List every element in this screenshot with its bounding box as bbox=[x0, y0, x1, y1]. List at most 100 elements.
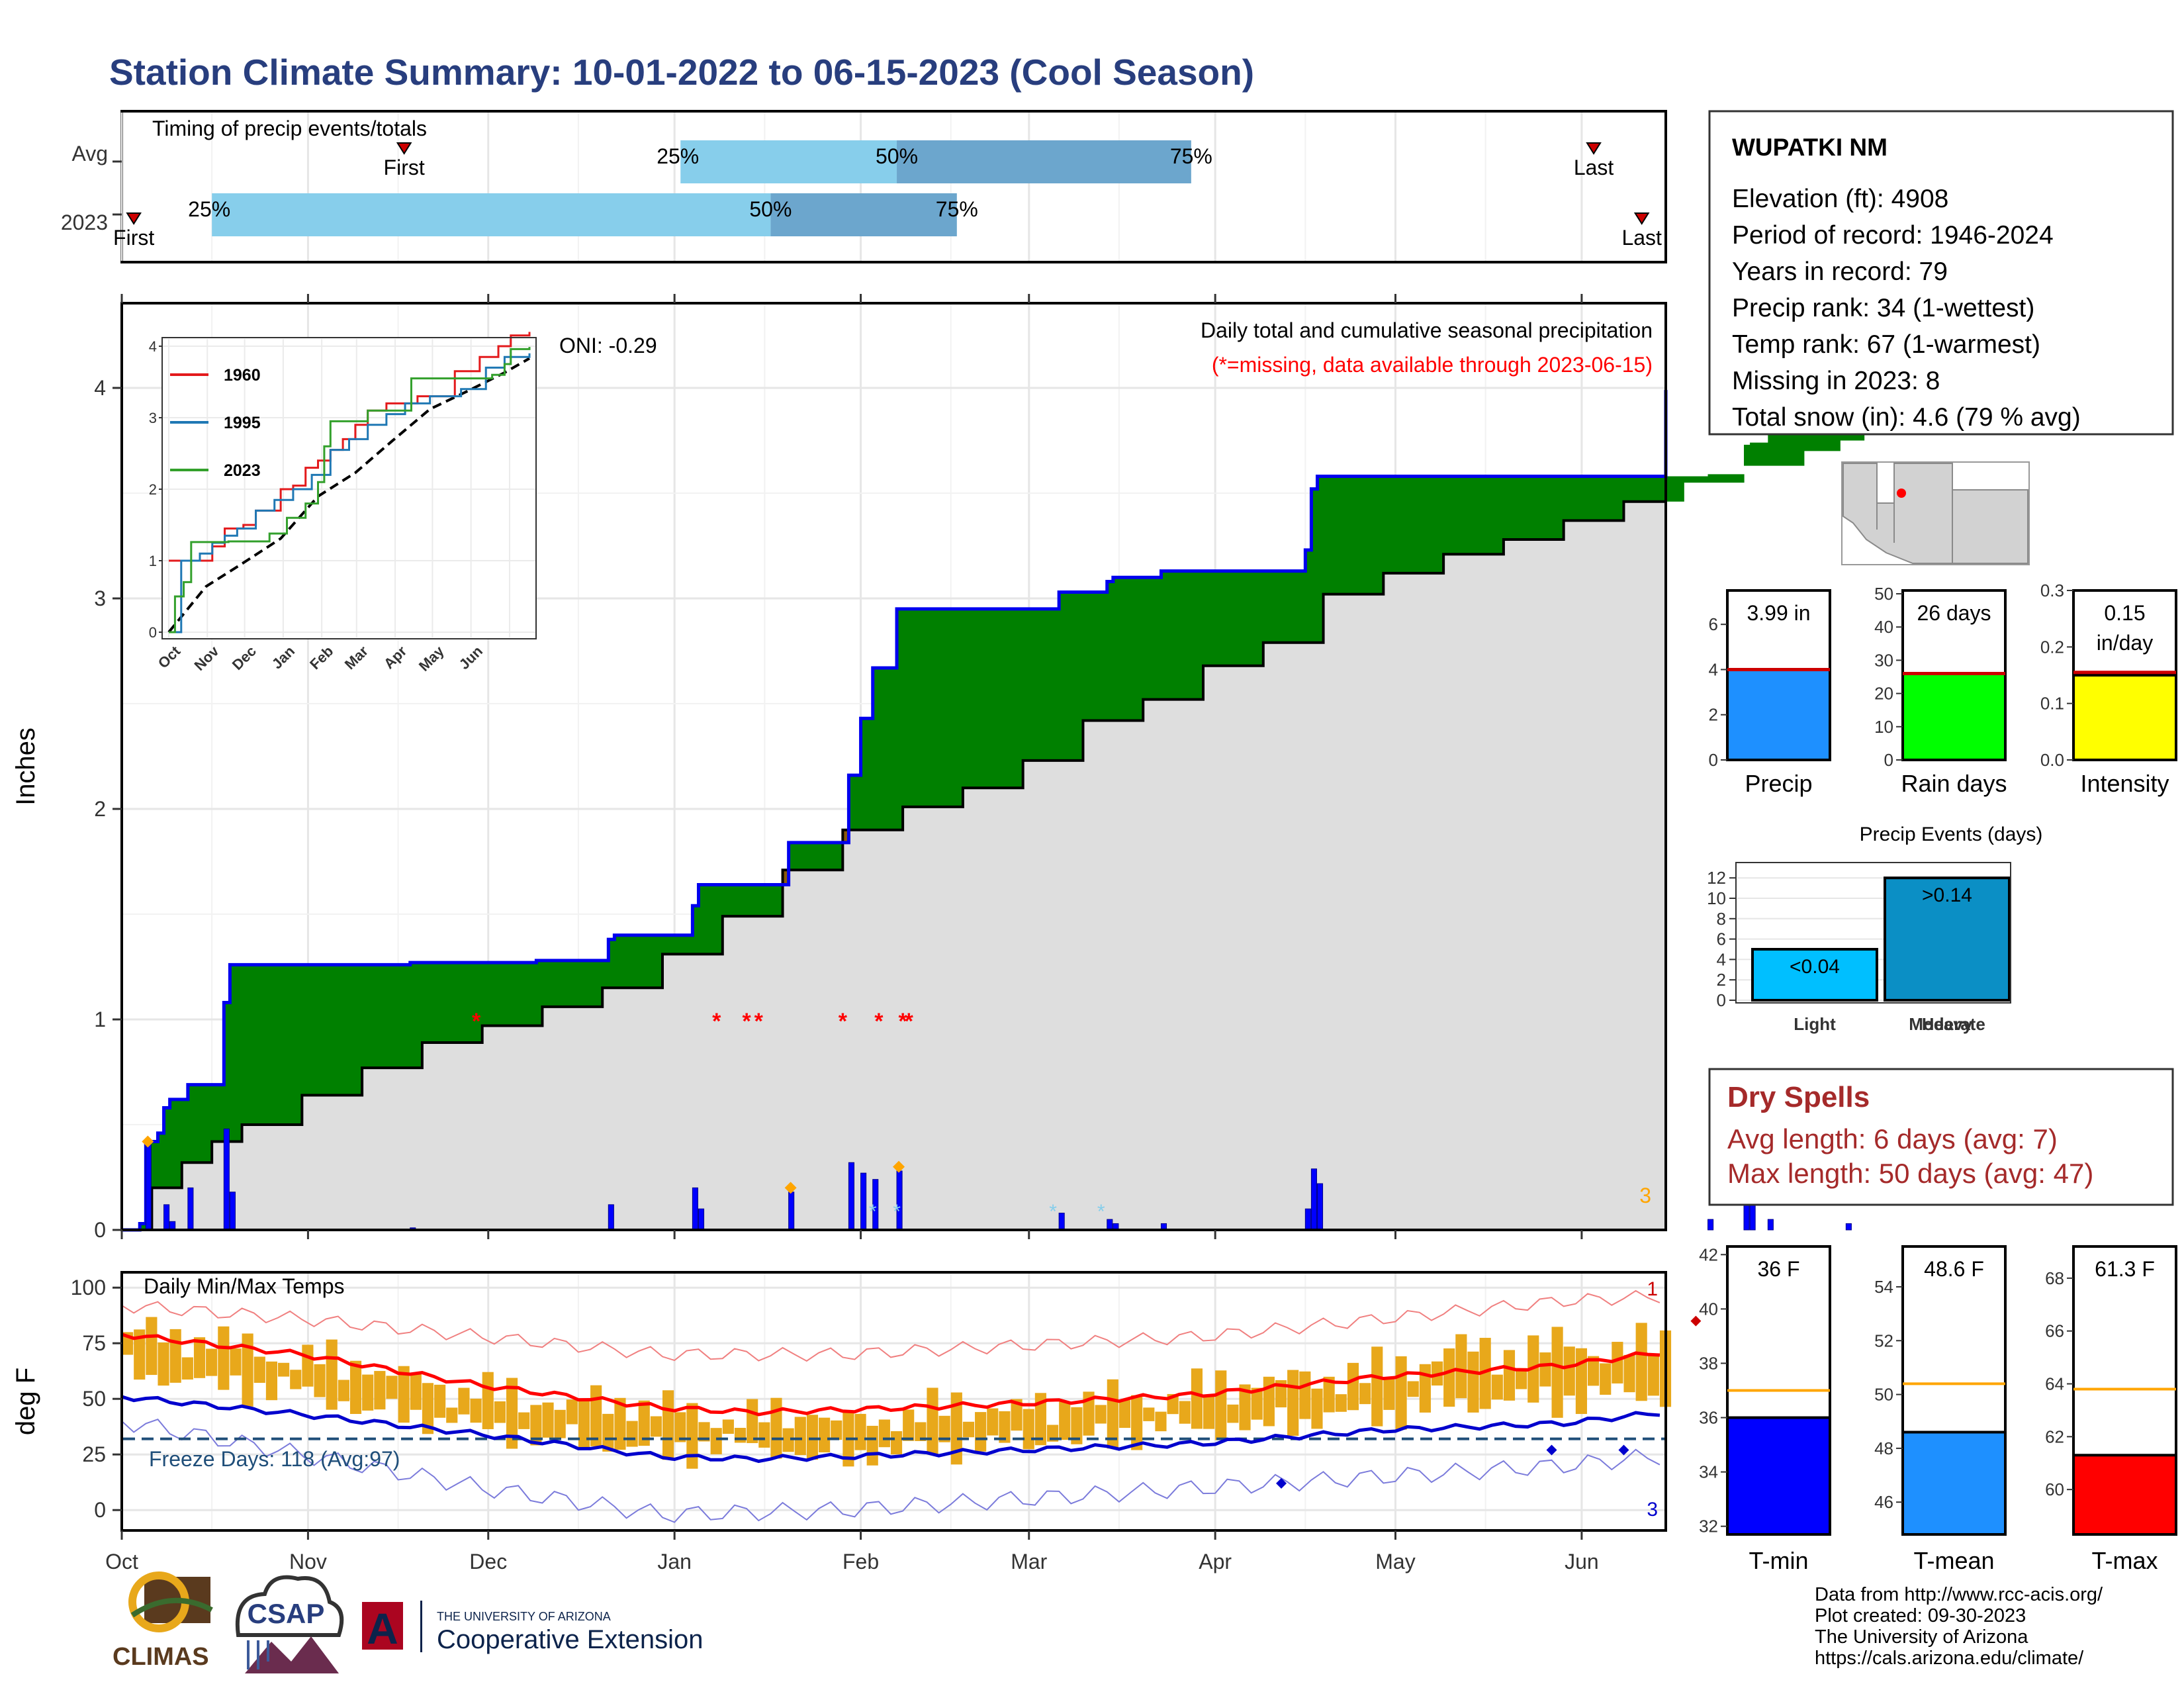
dry-spells-box: Dry Spells Avg length: 6 days (avg: 7) M… bbox=[1708, 1068, 2174, 1206]
temp-label: Daily Min/Max Temps bbox=[144, 1274, 344, 1298]
daily-temp-bar bbox=[290, 1370, 302, 1389]
timing-marker bbox=[1586, 142, 1602, 155]
daily-temp-bar bbox=[338, 1380, 349, 1401]
daily-precip-bar bbox=[1107, 1219, 1113, 1231]
inset-normal-line bbox=[167, 357, 530, 633]
page-title: Station Climate Summary: 10-01-2022 to 0… bbox=[109, 52, 1254, 93]
y-tick-label: 50 bbox=[82, 1387, 106, 1411]
snow-day-marker: * bbox=[893, 1201, 901, 1223]
daily-temp-bar bbox=[1539, 1352, 1551, 1387]
daily-temp-bar bbox=[1407, 1381, 1419, 1397]
daily-temp-bar bbox=[987, 1408, 999, 1436]
gauge-label: Rain days bbox=[1901, 770, 2007, 797]
daily-temp-bar bbox=[938, 1415, 950, 1442]
timing-marker bbox=[1633, 212, 1650, 225]
daily-temp-bar bbox=[1623, 1354, 1635, 1393]
dry-spells-max: Max length: 50 days (avg: 47) bbox=[1727, 1158, 2093, 1189]
daily-temp-bar bbox=[326, 1339, 338, 1410]
missing-day-marker: * bbox=[839, 1009, 848, 1034]
gauge-y-tick-label: 50 bbox=[1874, 1385, 1893, 1405]
dry-spells-title: Dry Spells bbox=[1727, 1081, 1870, 1113]
daily-temp-bar bbox=[1359, 1383, 1371, 1405]
x-tick-label: Oct bbox=[105, 1550, 138, 1573]
timing-row-avg-label: Avg bbox=[71, 142, 108, 165]
daily-temp-bar bbox=[494, 1401, 506, 1423]
y-tick-label: 25 bbox=[82, 1442, 106, 1466]
avg-max-temp-line bbox=[121, 1333, 1661, 1417]
timing-q25-q50-bar bbox=[212, 193, 771, 236]
gauge-y-tick-label: 0.2 bbox=[2040, 637, 2064, 657]
daily-precip-bar bbox=[1058, 1213, 1065, 1231]
daily-temp-bar bbox=[1575, 1348, 1587, 1415]
gauge-label: T-max bbox=[2091, 1547, 2158, 1574]
daily-precip-bar bbox=[860, 1172, 867, 1231]
daily-temp-bar bbox=[158, 1342, 169, 1386]
daily-temp-bar bbox=[1383, 1378, 1395, 1410]
missing-day-marker: * bbox=[712, 1009, 721, 1034]
gauge-value-bar bbox=[2072, 674, 2177, 761]
x-tick-label: Nov bbox=[289, 1550, 327, 1573]
csap-logo: CSAP bbox=[235, 1575, 344, 1673]
event-category-label: Light bbox=[1794, 1014, 1836, 1034]
station-line-1: Elevation (ft): 4908 bbox=[1732, 185, 1948, 213]
station-info: WUPATKI NM Elevation (ft): 4908 Period o… bbox=[1708, 110, 2174, 436]
uofa-small-text: THE UNIVERSITY OF ARIZONA bbox=[437, 1610, 611, 1623]
gauge-label: Precip bbox=[1745, 770, 1812, 797]
timing-row-2023-label: 2023 bbox=[61, 211, 108, 234]
heavy-event-marker bbox=[893, 1160, 905, 1173]
daily-temp-bar bbox=[758, 1422, 770, 1448]
daily-temp-bar bbox=[554, 1409, 566, 1438]
gauge-y-tick-label: 0 bbox=[1709, 750, 1718, 770]
daily-precip-bar bbox=[1310, 1168, 1317, 1231]
y-tick-label: 6 bbox=[1717, 929, 1726, 949]
daily-temp-bar bbox=[169, 1329, 181, 1383]
temp-axes: 0 25 50 75 100 Oct Nov Dec Jan Feb Mar Apr May Jun bbox=[71, 1276, 1599, 1573]
daily-temp-bar bbox=[1011, 1399, 1023, 1431]
daily-temp-bar bbox=[1118, 1400, 1131, 1429]
inset-y-tick-label: 3 bbox=[149, 410, 157, 426]
daily-temp-bar bbox=[1107, 1379, 1118, 1449]
record-low-line bbox=[121, 1419, 1661, 1523]
timing-label: Timing of precip events/totals bbox=[152, 117, 427, 140]
temp-panel: 0 25 50 75 100 Oct Nov Dec Jan Feb Mar Apr May Jun Da… bbox=[11, 1271, 1702, 1573]
daily-temp-bar bbox=[458, 1387, 470, 1415]
event-category-label: Moderate bbox=[1909, 1014, 1985, 1034]
daily-temp-bar bbox=[1287, 1370, 1299, 1436]
daily-temp-bar bbox=[650, 1416, 662, 1437]
gauge-value-label: 61.3 F bbox=[2095, 1257, 2155, 1281]
y-tick-label: 0 bbox=[1717, 990, 1726, 1010]
uofa-logo: A THE UNIVERSITY OF ARIZONA Cooperative … bbox=[362, 1601, 703, 1654]
daily-temp-bar bbox=[915, 1422, 927, 1441]
heavy-event-marker bbox=[784, 1182, 797, 1194]
precip-corner-count: 3 bbox=[1639, 1184, 1651, 1207]
y-tick-label: 8 bbox=[1717, 909, 1726, 929]
record-high-line bbox=[121, 1289, 1661, 1362]
timing-marker bbox=[396, 142, 412, 155]
locator-map bbox=[1841, 461, 2030, 565]
daily-temp-bar bbox=[1311, 1388, 1323, 1429]
gauge-value-label: in/day bbox=[2097, 631, 2153, 655]
daily-temp-bar bbox=[782, 1428, 794, 1452]
station-line-2: Period of record: 1946-2024 bbox=[1732, 221, 2054, 250]
daily-precip-bar bbox=[1707, 1219, 1714, 1231]
gauge-y-tick-label: 60 bbox=[2045, 1479, 2064, 1499]
daily-temp-bar bbox=[710, 1428, 722, 1454]
dry-spells-avg: Avg length: 6 days (avg: 7) bbox=[1727, 1123, 2058, 1154]
daily-temp-bar bbox=[1034, 1393, 1046, 1446]
precip-subtitle: (*=missing, data available through 2023-… bbox=[1212, 353, 1653, 377]
gauge-y-tick-label: 6 bbox=[1709, 614, 1718, 634]
daily-temp-bar bbox=[1516, 1368, 1527, 1389]
daily-temp-bar bbox=[1395, 1356, 1407, 1430]
gauge-y-tick-label: 2 bbox=[1709, 705, 1718, 725]
daily-temp-bar bbox=[181, 1357, 193, 1380]
gauge-value-bar bbox=[1901, 1430, 2007, 1536]
daily-temp-bar bbox=[1215, 1370, 1227, 1440]
daily-temp-bar bbox=[374, 1371, 386, 1410]
gauge-y-tick-label: 36 bbox=[1699, 1408, 1718, 1428]
csap-logo-text: CSAP bbox=[248, 1598, 325, 1629]
daily-temp-bar bbox=[278, 1362, 290, 1377]
daily-temp-bar bbox=[134, 1329, 146, 1380]
daily-temp-bar bbox=[819, 1417, 831, 1453]
event-category-label: Heavy bbox=[1922, 1014, 1973, 1034]
gauge-y-tick-label: 4 bbox=[1709, 659, 1718, 679]
